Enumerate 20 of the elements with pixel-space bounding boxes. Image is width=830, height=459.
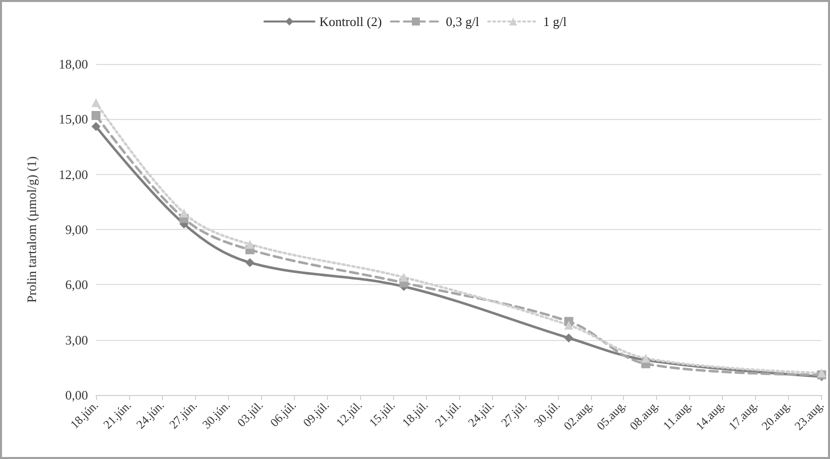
point [92,122,100,132]
point [564,320,574,330]
legend-label: 1 g/l [543,14,567,29]
y-tick-label: 0,00 [65,388,88,402]
legend-label: Kontroll (2) [319,14,382,29]
y-tick-label: 12,00 [58,166,88,182]
point [564,333,574,342]
point [92,98,100,108]
point [245,240,254,249]
point [179,208,188,218]
point [399,272,408,282]
y-tick-label: 3,00 [65,332,88,348]
y-tick-label: 18,00 [58,56,88,72]
point [245,258,254,268]
y-tick-label: 9,00 [65,222,88,237]
point [92,110,100,120]
y-tick-label: 6,00 [65,277,88,292]
y-axis-title: Prolin tartalom (µmol/g) (1) [24,156,39,303]
legend-label: 0,3 g/l [446,14,480,29]
y-tick-label: 15,00 [58,112,88,127]
